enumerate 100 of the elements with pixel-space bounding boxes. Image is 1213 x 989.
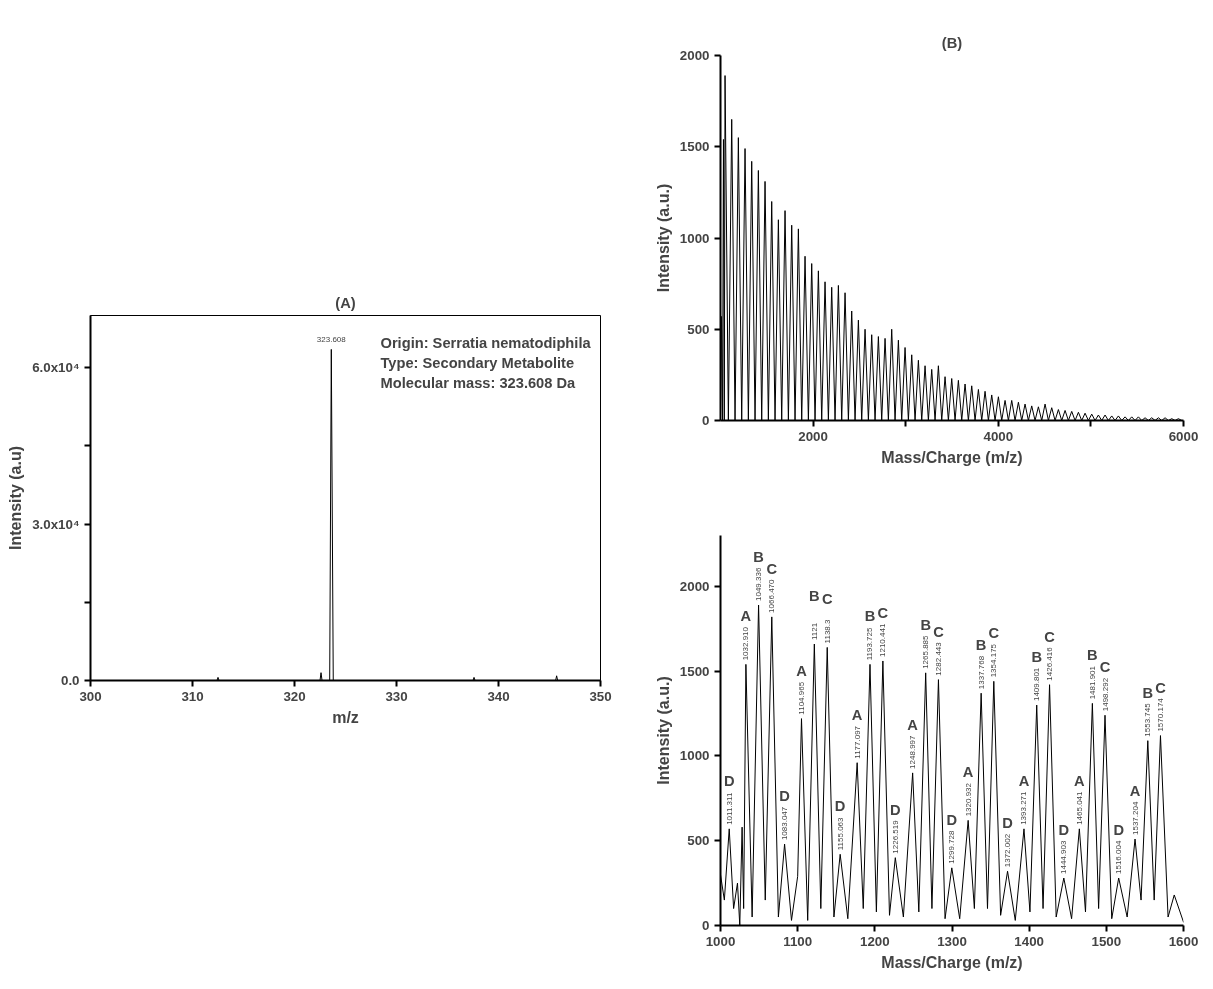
annotation: D bbox=[890, 801, 901, 818]
x-tick-label: 300 bbox=[79, 688, 102, 704]
y-tick-label: 1500 bbox=[679, 139, 710, 155]
annotation: 1138.3 bbox=[822, 618, 832, 644]
y-axis-title: Intensity (a.u.) bbox=[654, 183, 672, 293]
y-tick-label: 0 bbox=[702, 918, 710, 933]
annotation: C bbox=[766, 560, 778, 577]
annotation: Origin: Serratia nematodiphila bbox=[380, 334, 592, 351]
annotation: A bbox=[907, 716, 919, 733]
annotation: C bbox=[988, 625, 1000, 642]
y-tick-label: 1000 bbox=[679, 230, 710, 246]
annotation: Molecular mass: 323.608 Da bbox=[380, 374, 577, 391]
x-tick-label: 1300 bbox=[937, 933, 967, 949]
y-tick-label: 1000 bbox=[679, 748, 710, 764]
y-tick-label: 3.0x10⁴ bbox=[32, 516, 80, 532]
x-tick-label: 1200 bbox=[860, 933, 890, 949]
annotation: 1011.311 bbox=[724, 792, 734, 825]
annotation: 1537.204 bbox=[1130, 801, 1140, 836]
x-tick-label: 330 bbox=[385, 688, 408, 704]
x-axis-title: m/z bbox=[332, 708, 359, 726]
annotation: 1426.416 bbox=[1045, 646, 1055, 681]
annotation: 1226.519 bbox=[890, 819, 900, 854]
chart-title: (B) bbox=[941, 34, 963, 51]
annotation: 1553.745 bbox=[1143, 702, 1153, 737]
annotation: C bbox=[1099, 659, 1111, 676]
annotation: 1516.004 bbox=[1114, 840, 1124, 875]
annotation: A bbox=[1018, 772, 1030, 789]
annotation: 1248.997 bbox=[908, 734, 918, 769]
annotation: 1444.903 bbox=[1059, 840, 1069, 875]
annotation: 1193.725 bbox=[865, 627, 875, 661]
annotation: 1337.768 bbox=[976, 655, 986, 690]
annotation: C bbox=[821, 591, 833, 608]
x-tick-label: 2000 bbox=[798, 428, 828, 444]
annotation: 1177.097 bbox=[852, 725, 862, 759]
x-axis-title: Mass/Charge (m/z) bbox=[881, 953, 1023, 971]
annotation: C bbox=[877, 604, 889, 621]
annotation: 1049.336 bbox=[754, 567, 764, 602]
annotation: D bbox=[1002, 815, 1013, 832]
annotation: B bbox=[920, 616, 931, 633]
annotation: 1210.441 bbox=[878, 623, 888, 657]
x-tick-label: 340 bbox=[487, 688, 510, 704]
annotation: B bbox=[809, 588, 820, 605]
annotation: C bbox=[1044, 628, 1056, 645]
annotation: A bbox=[740, 608, 752, 625]
annotation: C bbox=[933, 623, 945, 640]
annotation: D bbox=[1113, 822, 1124, 839]
annotation: B bbox=[1087, 647, 1098, 664]
annotation: Type: Secondary Metabolite bbox=[380, 354, 575, 371]
x-tick-label: 350 bbox=[589, 688, 612, 704]
annotation: D bbox=[723, 772, 735, 789]
annotation: 1299.728 bbox=[947, 829, 957, 864]
annotation: A bbox=[1129, 783, 1141, 800]
annotation: B bbox=[975, 637, 987, 654]
x-tick-label: 320 bbox=[283, 688, 306, 704]
y-tick-label: 2000 bbox=[679, 48, 710, 63]
x-tick-label: 1500 bbox=[1091, 933, 1122, 949]
y-tick-label: 500 bbox=[687, 321, 710, 337]
x-tick-label: 6000 bbox=[1168, 428, 1199, 444]
annotation: C bbox=[1155, 679, 1167, 696]
x-axis-title: Mass/Charge (m/z) bbox=[881, 448, 1023, 466]
annotation: A bbox=[796, 662, 808, 679]
y-tick-label: 1500 bbox=[679, 663, 710, 679]
x-tick-label: 1600 bbox=[1168, 933, 1199, 949]
annotation: D bbox=[1058, 822, 1070, 839]
annotation: B bbox=[864, 608, 876, 625]
annotation: 1570.174 bbox=[1155, 697, 1165, 732]
annotation: B bbox=[1031, 649, 1043, 666]
annotation: 1465.041 bbox=[1074, 790, 1084, 825]
x-tick-label: 1400 bbox=[1014, 933, 1044, 949]
annotation: 1372.002 bbox=[1003, 833, 1013, 868]
annotation: A bbox=[851, 706, 863, 723]
annotation: 1282.443 bbox=[933, 641, 943, 676]
annotation: 1121 bbox=[809, 622, 819, 641]
x-tick-label: 4000 bbox=[983, 428, 1014, 444]
y-tick-label: 0.0 bbox=[60, 673, 80, 688]
annotation: 1354.175 bbox=[989, 643, 999, 678]
y-axis-title: Intensity (a.u) bbox=[7, 445, 25, 550]
y-tick-label: 2000 bbox=[679, 578, 710, 594]
chart-title: (A) bbox=[335, 294, 356, 311]
x-tick-label: 1100 bbox=[783, 933, 813, 949]
x-tick-label: 310 bbox=[181, 688, 204, 704]
y-tick-label: 500 bbox=[687, 833, 710, 849]
annotation: B bbox=[1142, 684, 1154, 701]
y-tick-label: 6.0x10⁴ bbox=[32, 360, 80, 376]
annotation: 1083.047 bbox=[780, 806, 790, 841]
annotation: D bbox=[946, 811, 958, 828]
annotation: 1393.271 bbox=[1019, 790, 1029, 825]
annotation: D bbox=[834, 798, 846, 815]
annotation: A bbox=[962, 764, 974, 781]
annotation: 1104.965 bbox=[797, 681, 806, 715]
annotation: 1032.910 bbox=[741, 626, 751, 661]
annotation: 1409.801 bbox=[1032, 667, 1042, 702]
annotation: 323.608 bbox=[316, 335, 347, 345]
annotation: B bbox=[753, 549, 764, 566]
annotation: 1155.063 bbox=[835, 816, 845, 851]
y-axis-title: Intensity (a.u.) bbox=[654, 676, 672, 785]
y-tick-label: 0 bbox=[702, 413, 710, 428]
annotation: 1498.292 bbox=[1100, 677, 1110, 712]
annotation: 1481.901 bbox=[1087, 665, 1097, 700]
annotation: 1066.470 bbox=[767, 578, 777, 613]
